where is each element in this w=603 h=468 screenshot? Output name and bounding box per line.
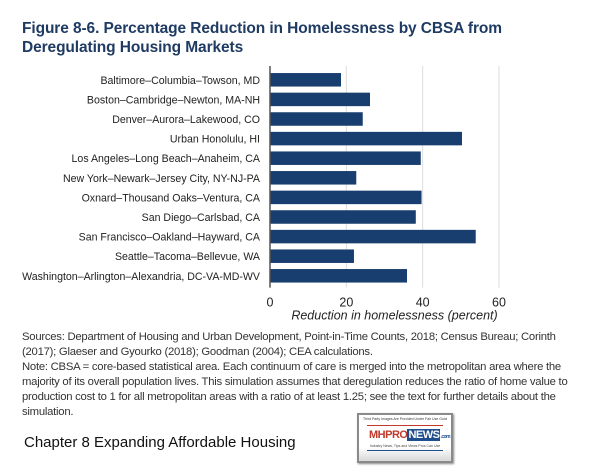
figure-title: Figure 8-6. Percentage Reduction in Home… [22,20,502,56]
chapter-caption: Chapter 8 Expanding Affordable Housing [24,434,296,451]
x-tick-labels: 0 20 40 60 [267,296,506,310]
category-label: New York–Newark–Jersey City, NY-NJ-PA [63,173,261,185]
x-tick-label: 20 [339,296,353,310]
bar [270,151,421,165]
category-labels: Baltimore–Columbia–Towson, MD Boston–Camb… [22,75,261,283]
category-label: Los Angeles–Long Beach–Anaheim, CA [72,153,261,165]
bar [270,131,462,146]
category-label: Seattle–Tacoma–Bellevue, WA [115,251,261,263]
category-label: Washington–Arlington–Alexandria, DC-VA-M… [22,271,261,283]
x-tick-label: 40 [416,296,430,310]
logo-brand-suffix: .com [440,434,451,440]
bar [270,269,408,283]
logo-top-text: Third Party Images Are Provided Under Fa… [363,417,447,421]
logo-red-rule [367,425,443,426]
logo-brand-highlight: NEWS [407,429,441,441]
x-axis-label: Reduction in homelessness (percent) [291,309,497,323]
bar [270,229,476,244]
mhpronews-logo: Third Party Images Are Provided Under Fa… [357,413,453,463]
bar [270,171,357,185]
bar [270,112,363,126]
notes: Sources: Department of Housing and Urban… [22,330,582,420]
note-text: Note: CBSA = core-based statistical area… [22,361,568,418]
category-label: Urban Honolulu, HI [170,134,260,146]
category-label: Boston–Cambridge–Newton, MA-NH [87,94,260,106]
category-label: Oxnard–Thousand Oaks–Ventura, CA [82,192,261,204]
category-label: Denver–Aurora–Lakewood, CO [112,114,260,126]
bar-chart: Baltimore–Columbia–Towson, MD Boston–Camb… [22,66,506,323]
bar [270,190,422,205]
logo-brand: MHPRONEWS.com [369,429,451,441]
bar [270,73,341,87]
bars [270,73,476,283]
logo-blue-rule [367,450,443,451]
category-label: Baltimore–Columbia–Towson, MD [100,75,260,87]
logo-brand-prefix: MHPRO [369,429,408,441]
category-label: San Diego–Carlsbad, CA [142,212,261,224]
bar [270,210,416,224]
sources-text: Sources: Department of Housing and Urban… [22,331,556,358]
category-label: San Francisco–Oakland–Hayward, CA [79,232,261,244]
bar [270,92,370,107]
bar [270,249,354,263]
x-tick-label: 60 [492,296,506,310]
x-tick-label: 0 [267,296,274,310]
logo-tagline: Industry News, Tips and Views Pros Can U… [369,444,441,448]
